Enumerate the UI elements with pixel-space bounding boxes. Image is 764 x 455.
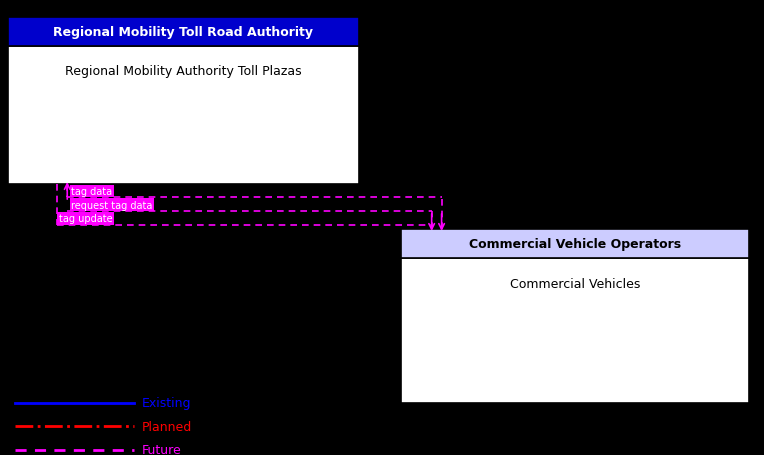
Bar xyxy=(8,46,359,184)
Text: Regional Mobility Toll Road Authority: Regional Mobility Toll Road Authority xyxy=(53,26,313,39)
Bar xyxy=(8,18,359,46)
Text: request tag data: request tag data xyxy=(71,200,153,210)
Text: Planned: Planned xyxy=(141,420,192,433)
Text: Commercial Vehicles: Commercial Vehicles xyxy=(510,278,640,290)
Text: Future: Future xyxy=(141,444,181,455)
Text: Regional Mobility Authority Toll Plazas: Regional Mobility Authority Toll Plazas xyxy=(65,65,302,78)
Bar xyxy=(401,230,749,258)
Text: tag data: tag data xyxy=(71,187,112,197)
Text: Existing: Existing xyxy=(141,396,191,409)
Text: tag update: tag update xyxy=(59,214,112,224)
Bar xyxy=(401,258,749,403)
Text: Commercial Vehicle Operators: Commercial Vehicle Operators xyxy=(469,238,681,250)
